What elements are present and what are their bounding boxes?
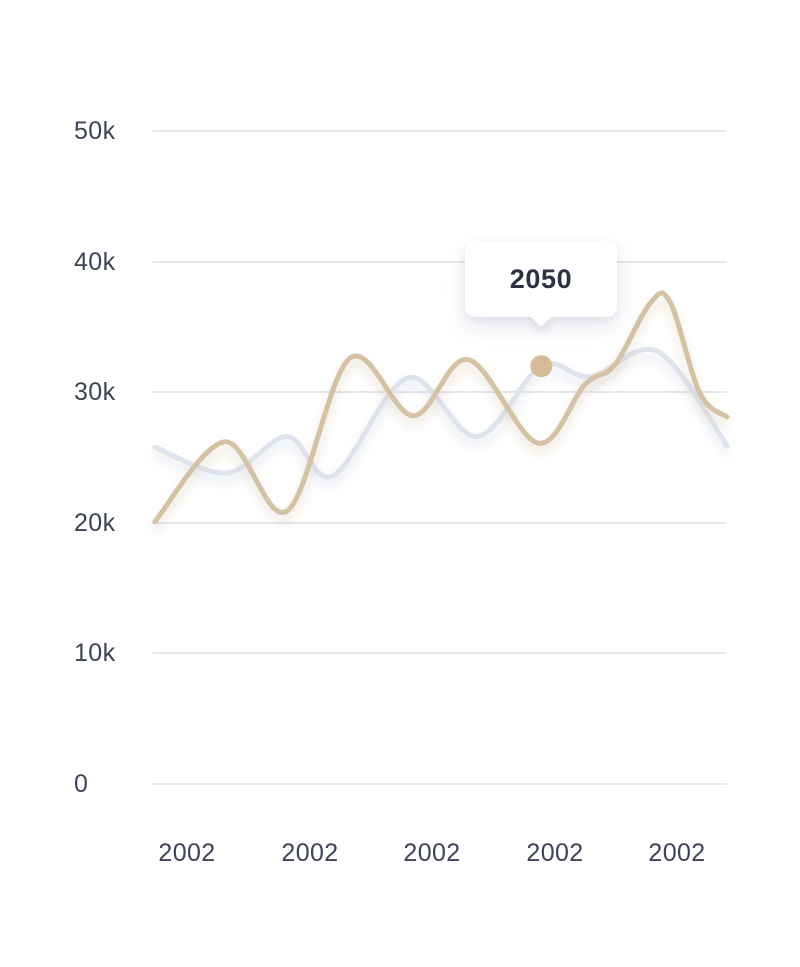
tooltip: 2050: [465, 241, 617, 328]
gridline-0: [152, 783, 727, 785]
x-axis-tick-3: 2002: [403, 838, 461, 867]
highlighted-point-marker[interactable]: [530, 355, 553, 378]
x-axis-tick-4: 2002: [526, 838, 584, 867]
tooltip-caret-cover: [521, 299, 561, 317]
y-axis-tick-50k: 50k: [74, 116, 116, 145]
y-axis-tick-0: 0: [74, 769, 89, 798]
gridline-40k: [152, 261, 727, 263]
line-series-secondary: [152, 347, 730, 480]
y-axis-tick-10k: 10k: [74, 638, 116, 667]
x-axis-tick-5: 2002: [648, 838, 706, 867]
y-axis-tick-40k: 40k: [74, 247, 116, 276]
gridline-50k: [152, 130, 727, 132]
gridline-20k: [152, 522, 727, 524]
gridline-10k: [152, 652, 727, 654]
x-axis-tick-2: 2002: [281, 838, 339, 867]
y-axis-tick-30k: 30k: [74, 377, 116, 406]
x-axis-tick-1: 2002: [158, 838, 216, 867]
tooltip-value-label: 2050: [509, 263, 573, 294]
line-series-primary: [152, 290, 730, 524]
y-axis-tick-20k: 20k: [74, 508, 116, 537]
